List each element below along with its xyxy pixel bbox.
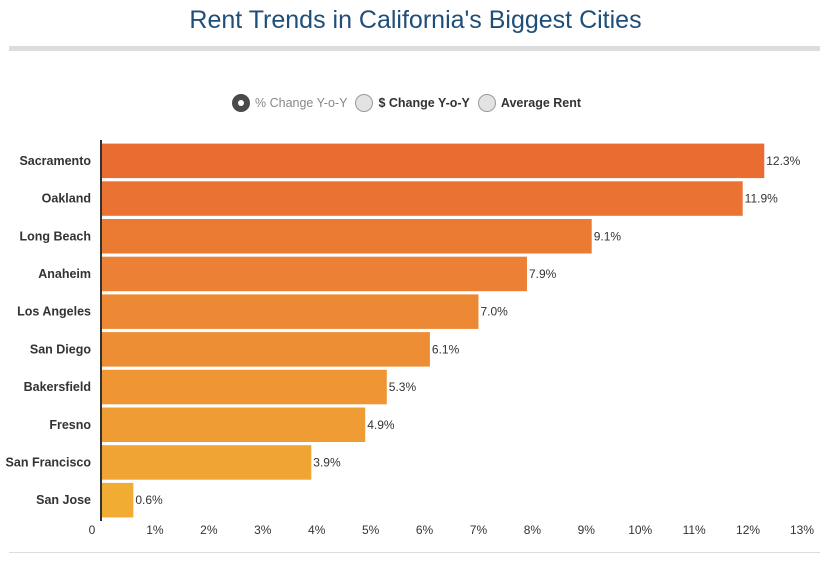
x-tick-label: 5% bbox=[362, 523, 380, 537]
bar[interactable] bbox=[101, 256, 527, 292]
x-tick-label: 12% bbox=[736, 523, 760, 537]
radio-unselected-icon[interactable] bbox=[477, 94, 496, 112]
title-divider bbox=[9, 46, 820, 51]
bar[interactable] bbox=[101, 482, 134, 518]
bar[interactable] bbox=[101, 445, 312, 480]
x-tick-label: 6% bbox=[416, 523, 434, 537]
data-label: 12.3% bbox=[766, 154, 800, 168]
data-label: 7.0% bbox=[480, 305, 508, 319]
bar[interactable] bbox=[101, 369, 387, 405]
bar[interactable] bbox=[101, 332, 430, 367]
data-label: 5.3% bbox=[389, 380, 417, 394]
data-label: 3.9% bbox=[313, 455, 341, 469]
bottom-divider bbox=[9, 552, 820, 553]
x-tick-label: 0 bbox=[89, 523, 96, 537]
chart-title: Rent Trends in California's Biggest Citi… bbox=[189, 6, 642, 34]
bar[interactable] bbox=[101, 407, 366, 443]
x-tick-label: 8% bbox=[524, 523, 542, 537]
data-label: 6.1% bbox=[432, 342, 460, 356]
category-label: San Diego bbox=[30, 342, 91, 356]
toggle-dollar-change[interactable]: $ Change Y-o-Y bbox=[355, 94, 470, 112]
category-label: Sacramento bbox=[19, 154, 91, 168]
category-label: Oakland bbox=[42, 192, 91, 206]
category-label: Los Angeles bbox=[17, 305, 91, 319]
x-tick-label: 3% bbox=[254, 523, 272, 537]
bar[interactable] bbox=[101, 181, 743, 216]
x-tick-label: 1% bbox=[146, 523, 164, 537]
category-label: Fresno bbox=[49, 418, 91, 432]
x-tick-label: 7% bbox=[470, 523, 488, 537]
radio-selected-icon[interactable] bbox=[232, 94, 250, 112]
toggle-average-rent-label: Average Rent bbox=[500, 96, 582, 110]
toggle-dollar-change-label: $ Change Y-o-Y bbox=[378, 96, 470, 110]
data-label: 7.9% bbox=[529, 267, 557, 281]
x-tick-label: 2% bbox=[200, 523, 218, 537]
x-tick-label: 11% bbox=[683, 523, 706, 537]
radio-unselected-icon[interactable] bbox=[355, 94, 374, 112]
bar[interactable] bbox=[101, 294, 479, 329]
toggle-average-rent[interactable]: Average Rent bbox=[477, 94, 582, 112]
category-label: Long Beach bbox=[19, 229, 91, 243]
metric-toggle-group: % Change Y-o-Y $ Change Y-o-Y Average Re… bbox=[232, 92, 589, 114]
data-label: 11.9% bbox=[745, 192, 778, 206]
data-label: 9.1% bbox=[594, 229, 622, 243]
data-label: 4.9% bbox=[367, 418, 395, 432]
bar[interactable] bbox=[101, 219, 592, 254]
bar[interactable] bbox=[101, 143, 765, 179]
x-tick-label: 4% bbox=[308, 523, 326, 537]
toggle-percent-change[interactable]: % Change Y-o-Y bbox=[232, 94, 347, 112]
category-label: Bakersfield bbox=[24, 380, 91, 394]
toggle-percent-change-label: % Change Y-o-Y bbox=[255, 96, 348, 110]
category-label: Anaheim bbox=[38, 267, 91, 281]
x-tick-label: 13% bbox=[790, 523, 814, 537]
category-label: San Jose bbox=[36, 493, 91, 507]
category-label: San Francisco bbox=[6, 455, 92, 469]
data-label: 0.6% bbox=[135, 493, 163, 507]
x-tick-label: 9% bbox=[578, 523, 596, 537]
x-tick-label: 10% bbox=[628, 523, 652, 537]
